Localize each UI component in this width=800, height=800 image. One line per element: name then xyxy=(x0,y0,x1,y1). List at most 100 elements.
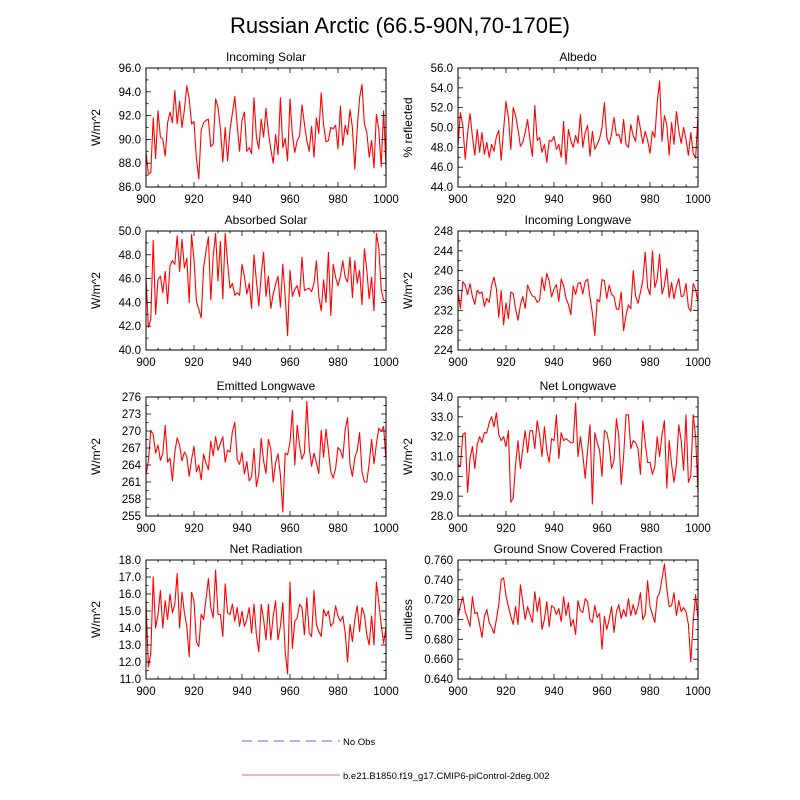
y-tick-label: 46.0 xyxy=(119,274,141,286)
y-tick-label: 42.0 xyxy=(119,321,141,333)
x-tick-label: 1000 xyxy=(685,686,711,698)
x-tick-label: 900 xyxy=(136,357,155,369)
y-tick-label: 90.0 xyxy=(119,134,141,146)
panel-absorbed-solar: 900 920 940 960 980 1000 40.0 42.0 44.0 46.0 48.0 5… xyxy=(89,213,399,369)
x-tick-label: 1000 xyxy=(685,357,711,369)
y-tick-label: 228 xyxy=(434,325,453,337)
x-tick-label: 980 xyxy=(328,523,347,535)
y-tick-label: 240 xyxy=(434,266,453,278)
x-tick-label: 900 xyxy=(448,194,467,206)
y-tick-label: 267 xyxy=(122,443,141,455)
x-tick-label: 940 xyxy=(544,194,563,206)
y-tick-label: 88.0 xyxy=(119,158,141,170)
y-tick-label: 31.0 xyxy=(431,452,453,464)
y-tick-label: 255 xyxy=(122,511,141,523)
y-tick-label: 46.0 xyxy=(431,162,453,174)
y-tick-label: 236 xyxy=(434,286,453,298)
y-tick-label: 261 xyxy=(122,477,141,489)
y-tick-label: 94.0 xyxy=(119,87,141,99)
panel-title-incoming-solar: Incoming Solar xyxy=(226,50,306,64)
x-tick-label: 900 xyxy=(448,357,467,369)
panel-title-incoming-longwave: Incoming Longwave xyxy=(525,213,632,227)
plot-frame xyxy=(145,559,387,680)
y-tick-label: 32.0 xyxy=(431,432,453,444)
x-tick-label: 1000 xyxy=(373,194,399,206)
x-tick-label: 960 xyxy=(280,357,299,369)
panel-incoming-longwave: 900 920 940 960 980 1000 224 228 232 236 240 244 248… xyxy=(401,213,711,369)
panel-title-absorbed-solar: Absorbed Solar xyxy=(225,213,308,227)
y-tick-label: 12.0 xyxy=(119,657,141,669)
series-line-albedo xyxy=(457,80,699,165)
y-tick-label: 273 xyxy=(122,409,141,421)
x-tick-label: 900 xyxy=(136,194,155,206)
x-tick-label: 1000 xyxy=(373,357,399,369)
panel-albedo: 900 920 940 960 980 1000 44.0 46.0 48.0 50.0 52.0 5… xyxy=(401,50,711,206)
y-tick-label: 248 xyxy=(434,226,453,238)
y-tick-label: 56.0 xyxy=(431,63,453,75)
y-tick-label: 270 xyxy=(122,426,141,438)
y-tick-label: 264 xyxy=(122,460,142,472)
x-tick-label: 980 xyxy=(328,357,347,369)
x-tick-label: 940 xyxy=(232,357,251,369)
y-axis-label: W/m^2 xyxy=(89,438,103,475)
x-tick-label: 960 xyxy=(280,194,299,206)
series-line-incoming-solar xyxy=(145,84,387,180)
x-tick-label: 940 xyxy=(544,686,563,698)
x-tick-label: 920 xyxy=(496,523,515,535)
x-tick-label: 920 xyxy=(184,523,203,535)
legend: No Obs b.e21.B1850.f19_g17.CMIP6-piContr… xyxy=(242,737,550,782)
x-tick-label: 960 xyxy=(592,523,611,535)
panel-incoming-solar: 900 920 940 960 980 1000 86.0 88.0 90.0 92.0 94.0 9… xyxy=(89,50,399,206)
x-tick-label: 980 xyxy=(328,686,347,698)
y-tick-label: 0.660 xyxy=(424,654,453,666)
x-tick-label: 940 xyxy=(232,686,251,698)
panel-title-net-radiation: Net Radiation xyxy=(230,542,303,556)
x-tick-label: 920 xyxy=(184,194,203,206)
y-tick-label: 0.740 xyxy=(424,575,453,587)
y-tick-label: 33.0 xyxy=(431,412,453,424)
x-tick-label: 960 xyxy=(592,194,611,206)
y-axis-label: % reflected xyxy=(401,97,415,157)
y-tick-label: 17.0 xyxy=(119,572,141,584)
y-tick-label: 276 xyxy=(122,392,141,404)
y-tick-label: 0.640 xyxy=(424,674,453,686)
y-tick-label: 16.0 xyxy=(119,589,141,601)
y-tick-label: 0.720 xyxy=(424,595,453,607)
x-tick-label: 920 xyxy=(496,686,515,698)
panel-emitted-longwave: 900 920 940 960 980 1000 255 258 261 264 267 270 273… xyxy=(89,379,399,535)
x-tick-label: 920 xyxy=(496,194,515,206)
panel-net-radiation: 900 920 940 960 980 1000 11.0 12.0 13.0 14.0 15.0 1… xyxy=(89,542,399,698)
y-tick-label: 96.0 xyxy=(119,63,141,75)
x-tick-label: 940 xyxy=(232,523,251,535)
y-tick-label: 15.0 xyxy=(119,606,141,618)
y-tick-label: 48.0 xyxy=(431,142,453,154)
y-axis-label: W/m^2 xyxy=(89,272,103,309)
x-tick-label: 900 xyxy=(136,686,155,698)
series-line-net-radiation xyxy=(145,569,387,675)
y-tick-label: 0.680 xyxy=(424,634,453,646)
y-tick-label: 40.0 xyxy=(119,345,141,357)
y-tick-label: 52.0 xyxy=(431,103,453,115)
y-tick-label: 224 xyxy=(434,345,454,357)
y-tick-label: 92.0 xyxy=(119,111,141,123)
figure-title: Russian Arctic (66.5-90N,70-170E) xyxy=(230,13,570,38)
x-tick-label: 900 xyxy=(136,523,155,535)
y-tick-label: 44.0 xyxy=(431,182,453,194)
panel-title-emitted-longwave: Emitted Longwave xyxy=(217,379,316,393)
series-line-ground-snow-covered-fraction xyxy=(457,563,699,663)
panel-title-albedo: Albedo xyxy=(559,50,597,64)
y-axis-label: W/m^2 xyxy=(89,601,103,638)
y-axis-label: W/m^2 xyxy=(401,438,415,475)
panel-net-longwave: 900 920 940 960 980 1000 28.0 29.0 30.0 31.0 32.0 3… xyxy=(401,379,711,535)
x-tick-label: 1000 xyxy=(685,523,711,535)
y-tick-label: 13.0 xyxy=(119,640,141,652)
x-tick-label: 900 xyxy=(448,686,467,698)
series-line-net-longwave xyxy=(457,402,699,505)
x-tick-label: 940 xyxy=(544,357,563,369)
x-tick-label: 920 xyxy=(184,686,203,698)
y-axis-label: W/m^2 xyxy=(89,109,103,146)
x-tick-label: 980 xyxy=(640,194,659,206)
y-tick-label: 0.760 xyxy=(424,555,453,567)
y-tick-label: 232 xyxy=(434,305,453,317)
